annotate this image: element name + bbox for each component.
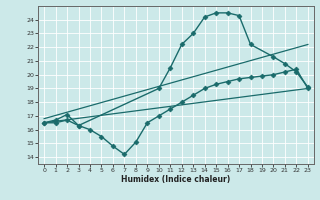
X-axis label: Humidex (Indice chaleur): Humidex (Indice chaleur) <box>121 175 231 184</box>
